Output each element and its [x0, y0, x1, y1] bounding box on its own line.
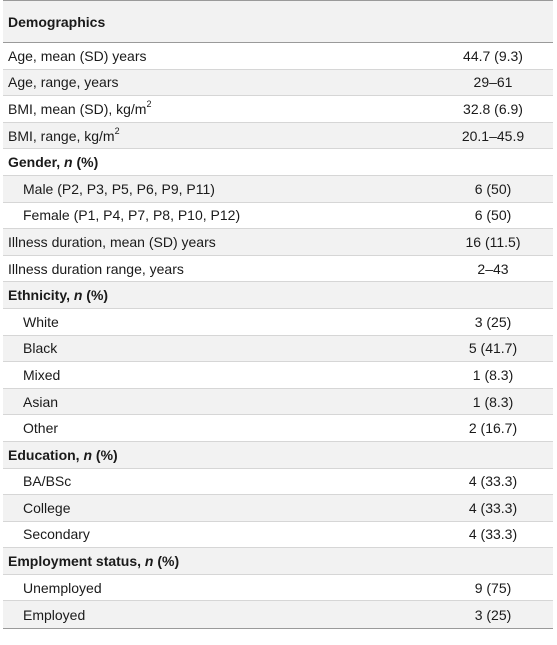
italic-n: n: [144, 553, 154, 570]
row-value: 4 (33.3): [468, 473, 518, 490]
table-row: College 4 (33.3): [3, 495, 553, 522]
row-label-text: Employed: [23, 606, 86, 623]
section-row: Education, n (%): [3, 441, 553, 469]
row-value: 20.1–45.9: [461, 127, 525, 144]
section-row: Ethnicity, n (%): [3, 282, 553, 309]
row-label: Employed: [8, 607, 433, 623]
table-row: White 3 (25): [3, 309, 553, 336]
section-row: Gender, n (%): [3, 149, 553, 176]
italic-n: n: [64, 154, 73, 171]
superscript: 2: [146, 99, 152, 110]
row-label-text: Illness duration, mean (SD) years: [8, 233, 216, 250]
table-header-label: Demographics: [8, 13, 106, 30]
row-label-text: College: [23, 499, 71, 516]
row-label-text: Male (P2, P3, P5, P6, P9, P11): [23, 180, 215, 197]
row-label: Male (P2, P3, P5, P6, P9, P11): [8, 181, 433, 197]
row-label: White: [8, 314, 433, 330]
row-label-text: Mixed: [23, 366, 61, 383]
row-label: Illness duration range, years: [8, 261, 433, 277]
table-row: Age, mean (SD) years 44.7 (9.3): [3, 43, 553, 70]
row-value: 44.7 (9.3): [463, 47, 523, 64]
row-label-text: Black: [23, 340, 58, 357]
row-label-tail: (%): [92, 446, 118, 463]
table-row: BMI, mean (SD), kg/m2 32.8 (6.9): [3, 96, 553, 123]
row-label: Female (P1, P4, P7, P8, P10, P12): [8, 207, 433, 223]
row-label-text: White: [23, 313, 59, 330]
row-value: 3 (25): [474, 606, 512, 623]
row-label-text: Asian: [23, 393, 59, 410]
row-label: Age, range, years: [8, 74, 433, 90]
table-row: Employed 3 (25): [3, 601, 553, 629]
row-label: Asian: [8, 394, 433, 410]
row-value: 2 (16.7): [468, 420, 518, 437]
table-row: Other 2 (16.7): [3, 415, 553, 442]
row-label: Black: [8, 340, 433, 356]
table-row: BA/BSc 4 (33.3): [3, 469, 553, 496]
row-value: 16 (11.5): [465, 233, 521, 250]
table-row: Secondary 4 (33.3): [3, 522, 553, 549]
table-row: BMI, range, kg/m2 20.1–45.9: [3, 122, 553, 150]
row-label: Secondary: [8, 526, 433, 542]
row-label: College: [8, 500, 433, 516]
superscript: 2: [114, 125, 120, 136]
demographics-table: Demographics Age, mean (SD) years 44.7 (9…: [3, 0, 553, 630]
row-label: BMI, mean (SD), kg/m2: [8, 99, 433, 117]
table-row: Female (P1, P4, P7, P8, P10, P12) 6 (50): [3, 203, 553, 230]
row-label-text: Female (P1, P4, P7, P8, P10, P12): [23, 207, 241, 224]
section-label: Employment status, n (%): [8, 553, 433, 569]
row-value: 6 (50): [474, 180, 512, 197]
row-label: Other: [8, 420, 433, 436]
row-label-text: Secondary: [23, 526, 90, 543]
table-body: Age, mean (SD) years 44.7 (9.3) Age, range…: [3, 43, 553, 629]
row-label: Unemployed: [8, 580, 433, 596]
table-row: Unemployed 9 (75): [3, 575, 553, 602]
row-value: 4 (33.3): [468, 499, 518, 516]
row-label-text: Other: [23, 420, 59, 437]
table-row: Asian 1 (8.3): [3, 388, 553, 416]
row-value: 4 (33.3): [468, 526, 518, 543]
section-row: Employment status, n (%): [3, 548, 553, 575]
row-label: BA/BSc: [8, 473, 433, 489]
row-label-text: Unemployed: [23, 579, 102, 596]
row-label: BMI, range, kg/m2: [8, 125, 433, 144]
row-label-text: BMI, mean (SD), kg/m: [8, 100, 147, 117]
row-label-tail: (%): [153, 553, 180, 570]
row-label-text: BA/BSc: [23, 473, 72, 490]
row-label-text: Gender,: [8, 154, 65, 171]
row-label: Age, mean (SD) years: [8, 48, 433, 64]
row-label-text: Employment status,: [8, 553, 145, 570]
table-row: Mixed 1 (8.3): [3, 362, 553, 389]
row-label-text: Education,: [8, 446, 84, 463]
row-value: 9 (75): [474, 579, 512, 596]
row-label-text: Age, mean (SD) years: [8, 47, 147, 64]
section-label: Gender, n (%): [8, 154, 433, 170]
row-value: 2–43: [477, 260, 509, 277]
row-value: 3 (25): [474, 313, 512, 330]
row-value: 29–61: [473, 74, 513, 91]
row-label-tail: (%): [72, 154, 99, 171]
row-label: Illness duration, mean (SD) years: [8, 234, 433, 250]
table-row: Age, range, years 29–61: [3, 69, 553, 97]
table-row: Illness duration, mean (SD) years 16 (11.…: [3, 229, 553, 256]
row-value: 1 (8.3): [472, 393, 514, 410]
row-label-text: Ethnicity,: [8, 287, 74, 304]
row-label-text: BMI, range, kg/m: [8, 127, 115, 144]
row-value: 1 (8.3): [472, 366, 514, 383]
table-row: Illness duration range, years 2–43: [3, 256, 553, 283]
table-row: Black 5 (41.7): [3, 335, 553, 363]
row-label-tail: (%): [82, 287, 109, 304]
table-row: Male (P2, P3, P5, P6, P9, P11) 6 (50): [3, 175, 553, 203]
row-label-text: Illness duration range, years: [8, 260, 184, 277]
row-value: 5 (41.7): [468, 340, 518, 357]
row-value: 32.8 (6.9): [463, 100, 523, 117]
section-label: Ethnicity, n (%): [8, 287, 433, 303]
italic-n: n: [83, 446, 93, 463]
row-label-text: Age, range, years: [8, 74, 119, 91]
row-value: 6 (50): [474, 207, 512, 224]
row-label: Mixed: [8, 367, 433, 383]
table-header: Demographics: [3, 1, 553, 43]
italic-n: n: [73, 287, 83, 304]
section-label: Education, n (%): [8, 447, 433, 463]
